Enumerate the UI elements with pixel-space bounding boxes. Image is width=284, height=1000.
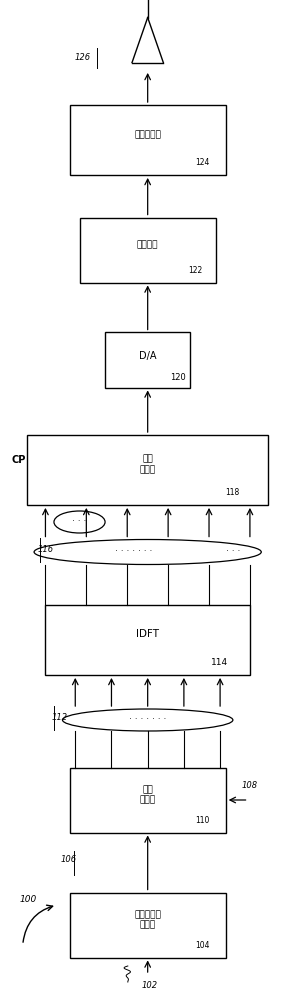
Text: 并串
转换器: 并串 转换器 — [140, 455, 156, 474]
Text: 122: 122 — [188, 266, 202, 275]
Bar — [27, 435, 268, 505]
Text: 118: 118 — [225, 488, 239, 497]
Bar — [45, 605, 250, 675]
Text: 102: 102 — [142, 980, 158, 990]
Text: 114: 114 — [211, 658, 228, 667]
Text: D/A: D/A — [139, 351, 156, 361]
Bar — [105, 332, 190, 387]
Text: 上变频器: 上变频器 — [137, 240, 158, 249]
Text: IDFT: IDFT — [136, 629, 159, 639]
Text: 126: 126 — [74, 53, 90, 62]
Text: 功率放大器: 功率放大器 — [134, 130, 161, 139]
Text: CP: CP — [11, 455, 26, 465]
Text: 110: 110 — [195, 816, 210, 825]
Bar — [70, 105, 226, 175]
Text: 符号到比特
映射器: 符号到比特 映射器 — [134, 910, 161, 930]
Text: 串并
转换器: 串并 转换器 — [140, 785, 156, 804]
Text: · · · · · · ·: · · · · · · · — [129, 716, 166, 724]
Text: 106: 106 — [60, 856, 76, 864]
Bar — [80, 218, 216, 282]
Text: 104: 104 — [195, 941, 210, 950]
Text: · · ·: · · · — [226, 548, 240, 556]
Text: · · · · · · ·: · · · · · · · — [115, 548, 152, 556]
Text: 112: 112 — [52, 714, 68, 722]
Bar — [70, 892, 226, 958]
Text: · · ·: · · · — [72, 518, 87, 526]
Text: 124: 124 — [195, 158, 210, 167]
Text: 116: 116 — [37, 546, 53, 554]
Bar — [70, 768, 226, 832]
Text: 100: 100 — [20, 896, 37, 904]
Text: 120: 120 — [170, 373, 185, 382]
Text: 108: 108 — [242, 780, 258, 790]
